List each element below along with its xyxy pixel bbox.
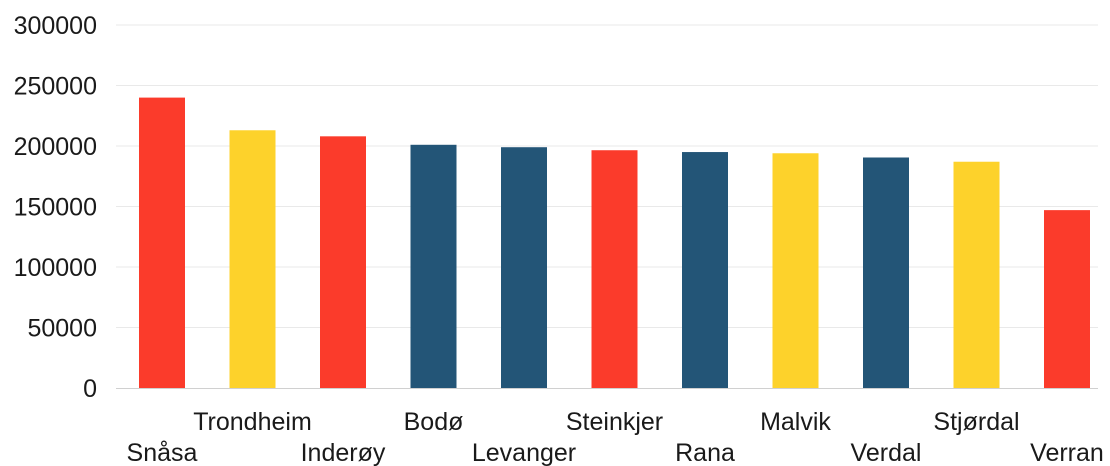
category-label: Inderøy xyxy=(301,439,386,466)
category-label: Verran xyxy=(1030,439,1104,466)
category-label: Stjørdal xyxy=(933,408,1019,436)
category-label: Levanger xyxy=(472,439,576,466)
bar xyxy=(953,161,1000,388)
category-label: Steinkjer xyxy=(566,408,663,436)
bar xyxy=(682,152,728,388)
bar xyxy=(320,136,366,388)
bar xyxy=(591,150,638,388)
bar xyxy=(501,147,547,388)
bar xyxy=(410,144,457,388)
bar xyxy=(863,157,909,388)
y-tick-label: 150000 xyxy=(14,194,97,222)
category-label: Snåsa xyxy=(127,439,198,466)
x-axis-category-labels: Snåsa Trondheim Inderøy Bodø Levanger Steinkj… xyxy=(127,408,1104,466)
bar xyxy=(1044,210,1090,388)
bars xyxy=(139,97,1090,388)
y-tick-label: 200000 xyxy=(14,133,97,161)
y-tick-label: 50000 xyxy=(27,315,97,343)
bar xyxy=(229,130,276,388)
category-label: Bodø xyxy=(404,408,464,436)
y-tick-label: 300000 xyxy=(14,12,97,40)
category-label: Rana xyxy=(675,439,735,466)
category-label: Malvik xyxy=(760,408,831,436)
y-tick-label: 250000 xyxy=(14,73,97,101)
y-tick-label: 100000 xyxy=(14,254,97,282)
category-label: Trondheim xyxy=(193,408,312,436)
bar xyxy=(139,97,185,388)
category-label: Verdal xyxy=(851,439,922,466)
y-tick-label: 0 xyxy=(83,375,97,403)
bar xyxy=(772,153,819,388)
y-axis-tick-labels: 0 50000 100000 150000 200000 250000 300000 xyxy=(14,12,97,403)
